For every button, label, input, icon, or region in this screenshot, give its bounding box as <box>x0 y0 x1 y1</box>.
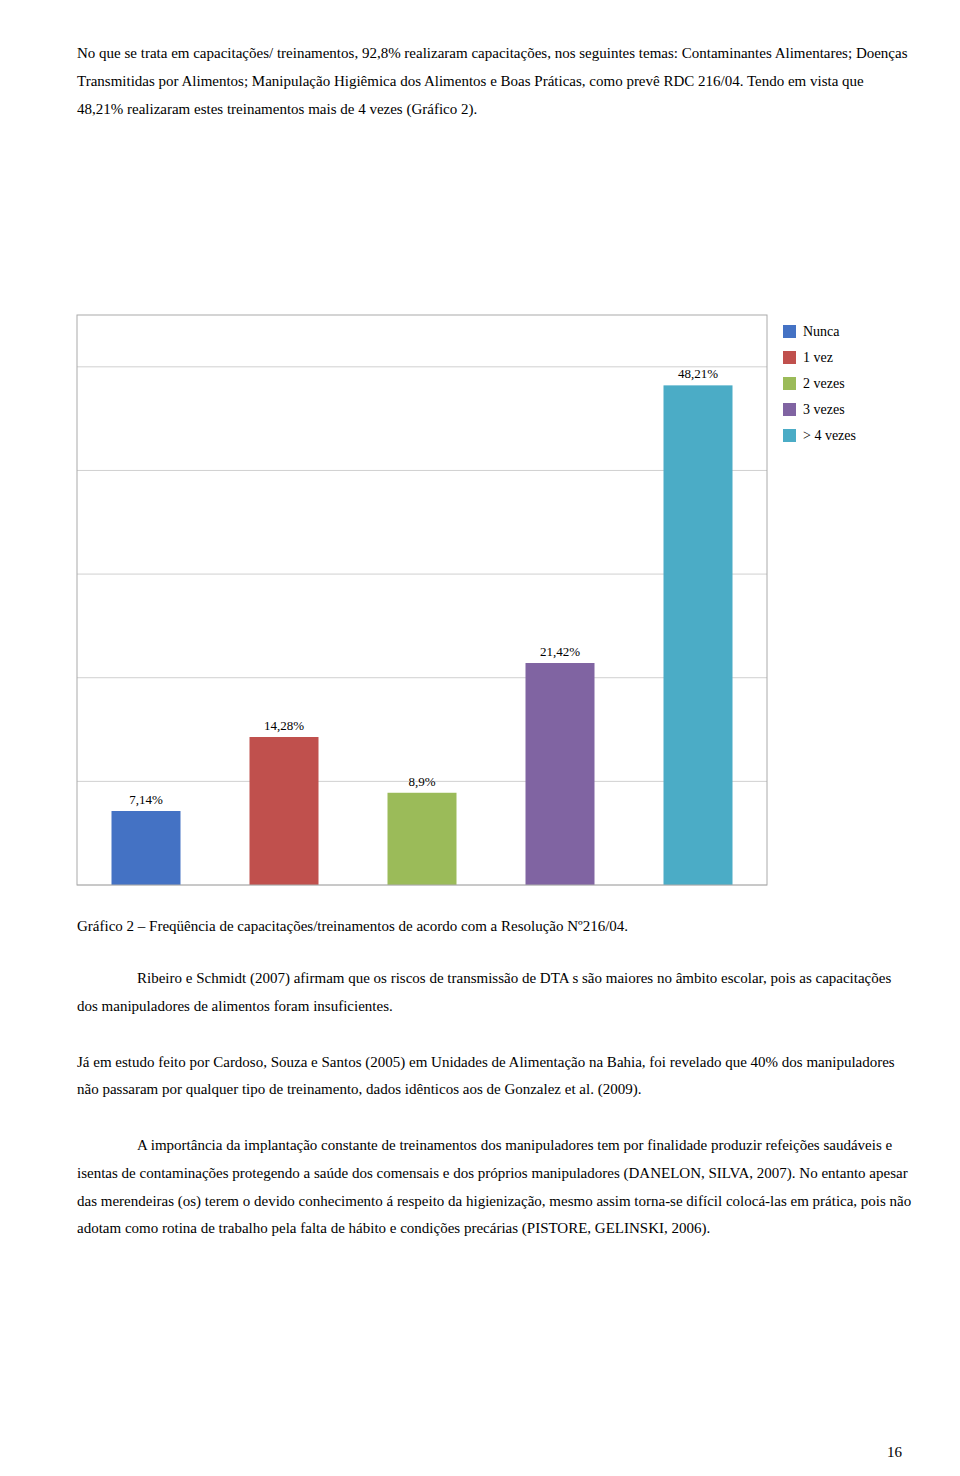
legend-swatch <box>783 429 796 442</box>
paragraph: Já em estudo feito por Cardoso, Souza e … <box>77 1049 912 1105</box>
data-label: 21,42% <box>540 644 580 659</box>
legend-swatch <box>783 377 796 390</box>
caption: Gráfico 2 – Freqüência de capacitações/t… <box>77 918 912 935</box>
legend: Nunca 1 vez 2 vezes 3 vezes > 4 vezes <box>783 324 856 443</box>
legend-label: > 4 vezes <box>803 428 856 443</box>
legend-label: 3 vezes <box>803 402 845 417</box>
bar <box>112 811 181 885</box>
data-label: 7,14% <box>129 792 163 807</box>
paragraph: Ribeiro e Schmidt (2007) afirmam que os … <box>77 965 912 1021</box>
data-labels: 7,14% 14,28% 8,9% 21,42% 48,21% <box>129 366 718 807</box>
legend-label: Nunca <box>803 324 840 339</box>
paragraph: A importância da implantação constante d… <box>77 1132 912 1243</box>
legend-label: 2 vezes <box>803 376 845 391</box>
data-label: 48,21% <box>678 366 718 381</box>
bar <box>250 737 319 885</box>
plot-frame <box>77 315 767 885</box>
legend-swatch <box>783 351 796 364</box>
data-label: 8,9% <box>408 774 435 789</box>
paragraph: No que se trata em capacitações/ treinam… <box>77 40 912 123</box>
bars <box>112 385 733 885</box>
chart: 7,14% 14,28% 8,9% 21,42% 48,21% Nunca 1 vez 2 v… <box>60 300 910 900</box>
bar <box>526 663 595 885</box>
legend-label: 1 vez <box>803 350 833 365</box>
page-number: 16 <box>887 1444 902 1461</box>
grid-line <box>77 366 767 367</box>
data-label: 14,28% <box>264 718 304 733</box>
bar <box>664 385 733 885</box>
bar <box>388 793 457 885</box>
legend-swatch <box>783 403 796 416</box>
legend-swatch <box>783 325 796 338</box>
